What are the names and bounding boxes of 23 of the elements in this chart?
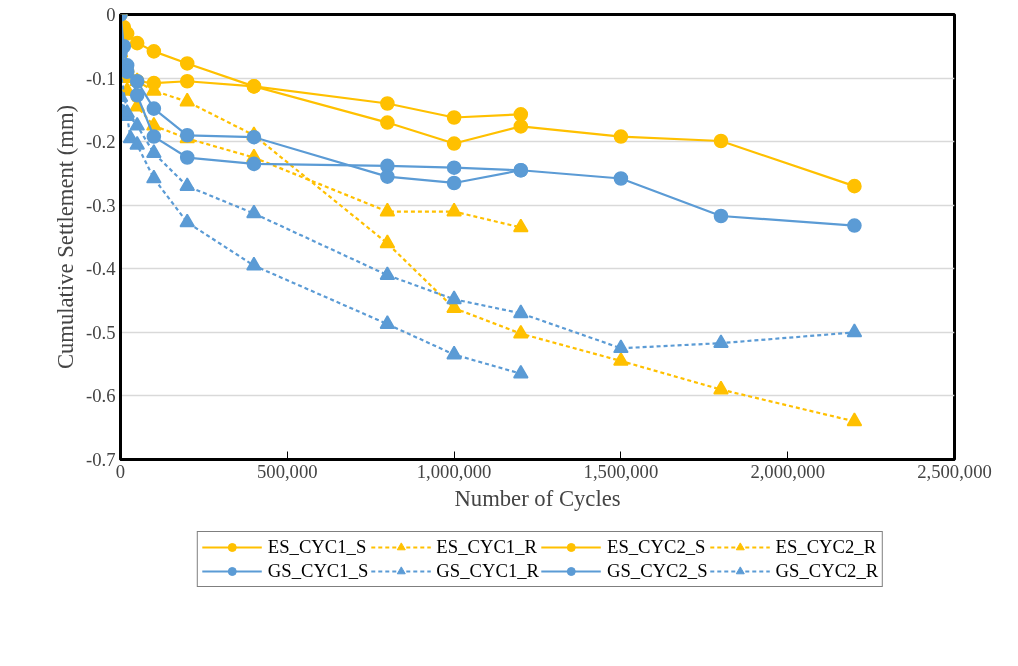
y-axis-title: Cumulative Settlement (mm) xyxy=(52,104,78,370)
legend-label: ES_CYC1_R xyxy=(436,536,537,558)
x-tick-label: 1,000,000 xyxy=(416,460,492,482)
legend-label: GS_CYC1_S xyxy=(267,560,369,582)
y-tick-label: -0.3 xyxy=(85,194,116,216)
x-tick-label: 1,500,000 xyxy=(583,460,659,482)
x-tick-label: 500,000 xyxy=(256,460,318,482)
x-axis-title: Number of Cycles xyxy=(454,485,621,511)
legend-label: GS_CYC1_R xyxy=(436,560,539,582)
y-tick-label: -0.7 xyxy=(85,449,116,470)
y-tick-label: -0.6 xyxy=(85,385,116,407)
y-tick-label: -0.1 xyxy=(85,67,116,89)
y-tick-label: -0.5 xyxy=(85,321,116,343)
legend-label: GS_CYC2_R xyxy=(775,560,879,582)
legend-label: GS_CYC2_S xyxy=(607,560,708,582)
y-tick-label: -0.2 xyxy=(85,131,116,153)
legend-label: ES_CYC2_R xyxy=(775,536,877,558)
legend-label: ES_CYC2_S xyxy=(607,536,706,558)
x-tick-label: 2,500,000 xyxy=(917,460,992,482)
x-tick-label: 2,000,000 xyxy=(750,460,826,482)
legend-label: ES_CYC1_S xyxy=(267,536,367,558)
y-tick-label: 0 xyxy=(106,4,116,25)
y-tick-label: -0.4 xyxy=(85,258,117,280)
